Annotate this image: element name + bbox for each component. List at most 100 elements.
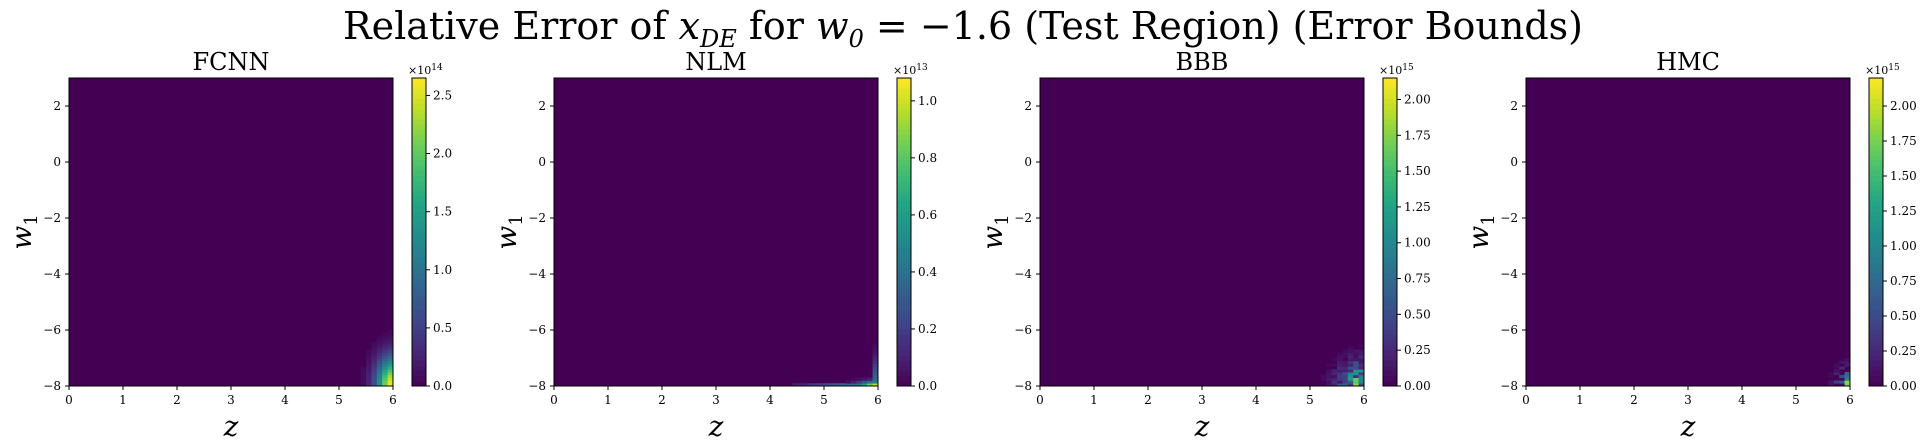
colorbar-tick-label: 0.6 bbox=[918, 208, 937, 222]
colorbar-segment bbox=[1383, 247, 1397, 254]
heatmap-cell bbox=[371, 360, 378, 364]
heatmap-cell bbox=[1358, 349, 1365, 353]
colorbar-segment bbox=[1869, 124, 1883, 130]
colorbar-segment bbox=[412, 119, 426, 125]
colorbar-segment bbox=[897, 170, 911, 177]
colorbar-segment bbox=[1869, 365, 1883, 372]
colorbar-segment bbox=[1383, 201, 1397, 207]
colorbar-segment bbox=[412, 113, 426, 120]
heatmap-cell bbox=[1353, 380, 1359, 384]
colorbar-segment bbox=[1383, 175, 1397, 182]
colorbar-segment bbox=[897, 237, 911, 243]
colorbar-segment bbox=[1869, 216, 1883, 223]
heatmap-cell bbox=[382, 372, 388, 376]
colorbar-segment bbox=[412, 201, 426, 207]
colorbar-segment bbox=[412, 216, 426, 223]
heatmap-cell bbox=[1342, 377, 1349, 381]
heatmap-cell bbox=[376, 372, 383, 376]
heatmap-cell bbox=[387, 363, 394, 367]
heatmap-cell bbox=[387, 366, 394, 370]
y-tick-label: −6 bbox=[43, 323, 61, 337]
colorbar-segment bbox=[1383, 252, 1397, 259]
heatmap-cell bbox=[382, 349, 388, 353]
x-tick-label: 4 bbox=[1738, 393, 1746, 407]
colorbar-segment bbox=[897, 303, 911, 310]
heatmap-cell bbox=[791, 383, 798, 387]
colorbar-segment bbox=[1383, 288, 1397, 295]
heatmap-cell bbox=[366, 383, 372, 387]
heatmap-cell bbox=[824, 383, 830, 387]
heatmap-cell bbox=[872, 369, 879, 373]
colorbar-segment bbox=[1383, 278, 1397, 284]
heatmap-cell bbox=[1347, 366, 1354, 370]
heatmap-cell bbox=[813, 383, 819, 387]
heatmap-cell bbox=[1337, 360, 1343, 364]
heatmap-cell bbox=[387, 372, 394, 376]
heatmap-cell bbox=[1358, 377, 1365, 381]
heatmap-cell bbox=[387, 374, 394, 378]
colorbar-segment bbox=[412, 129, 426, 135]
colorbar-segment bbox=[412, 314, 426, 320]
heatmap-cell bbox=[1342, 374, 1349, 378]
heatmap-cell bbox=[1326, 377, 1332, 381]
colorbar-segment bbox=[1869, 319, 1883, 325]
heatmap-cell bbox=[371, 341, 378, 345]
colorbar-segment bbox=[1383, 93, 1397, 100]
x-tick-label: 6 bbox=[874, 393, 882, 407]
heatmap-cell bbox=[1828, 374, 1835, 378]
colorbar-segment bbox=[1869, 298, 1883, 305]
colorbar-tick-label: 0.0 bbox=[433, 379, 452, 393]
title-variable-subscript: DE bbox=[700, 25, 737, 53]
heatmap-cell bbox=[1358, 360, 1365, 364]
heatmap-cell bbox=[1358, 344, 1365, 348]
x-tick-label: 3 bbox=[227, 393, 235, 407]
heatmap-cell bbox=[371, 363, 378, 367]
colorbar-segment bbox=[1383, 319, 1397, 325]
heatmap-cell bbox=[387, 335, 394, 339]
heatmap-cell bbox=[1331, 380, 1338, 384]
heatmap-cell bbox=[1358, 366, 1365, 370]
heatmap-cell bbox=[851, 383, 857, 387]
colorbar: 0.00 0.25 0.50 0.75 1.00 1.25 1.50 1.75 2.00 ×101… bbox=[1865, 63, 1917, 393]
heatmap-cell bbox=[1331, 374, 1338, 378]
heatmap-cell bbox=[1353, 377, 1359, 381]
colorbar-tick-label: 0.25 bbox=[1404, 343, 1431, 357]
heatmap-cell bbox=[382, 335, 388, 339]
colorbar-segment bbox=[897, 293, 911, 300]
colorbar-segment bbox=[1869, 344, 1883, 351]
colorbar-segment bbox=[897, 344, 911, 351]
heatmap-cell bbox=[1833, 366, 1840, 370]
colorbar-segment bbox=[897, 108, 911, 115]
y-axis-label: w1 bbox=[5, 214, 42, 249]
x-tick-label: 4 bbox=[1252, 393, 1260, 407]
colorbar-multiplier: ×1013 bbox=[893, 63, 928, 77]
colorbar-segment bbox=[1869, 237, 1883, 243]
colorbar-segment bbox=[1383, 232, 1397, 238]
heatmap-cell bbox=[387, 344, 394, 348]
heatmap-cell bbox=[840, 383, 846, 387]
x-tick-label: 6 bbox=[1846, 393, 1854, 407]
colorbar-segment bbox=[897, 252, 911, 259]
heatmap-cell bbox=[387, 380, 394, 384]
heatmap-cell bbox=[1828, 380, 1835, 384]
heatmap-cell bbox=[1833, 369, 1840, 373]
colorbar-segment bbox=[412, 98, 426, 105]
heatmap-cell bbox=[1353, 383, 1359, 387]
colorbar-tick-label: 0.5 bbox=[433, 321, 452, 335]
heatmap-cell bbox=[1326, 383, 1332, 387]
heatmap-cell bbox=[1320, 374, 1327, 378]
heatmap-cell bbox=[376, 377, 383, 381]
colorbar-segment bbox=[897, 355, 911, 361]
colorbar-tick-label: 1.00 bbox=[1404, 236, 1431, 250]
heatmap-cell bbox=[371, 352, 378, 356]
colorbar-segment bbox=[412, 257, 426, 264]
heatmap-cell bbox=[1342, 352, 1349, 356]
colorbar-frame bbox=[896, 77, 912, 387]
heatmap-cell bbox=[387, 338, 394, 342]
panel-title: BBB bbox=[1176, 48, 1229, 76]
colorbar-tick-label: 0.25 bbox=[1890, 344, 1917, 358]
colorbar-segment bbox=[412, 267, 426, 274]
colorbar-segment bbox=[1383, 180, 1397, 187]
heatmap-cell bbox=[1337, 374, 1343, 378]
colorbar-tick-label: 1.0 bbox=[433, 263, 452, 277]
